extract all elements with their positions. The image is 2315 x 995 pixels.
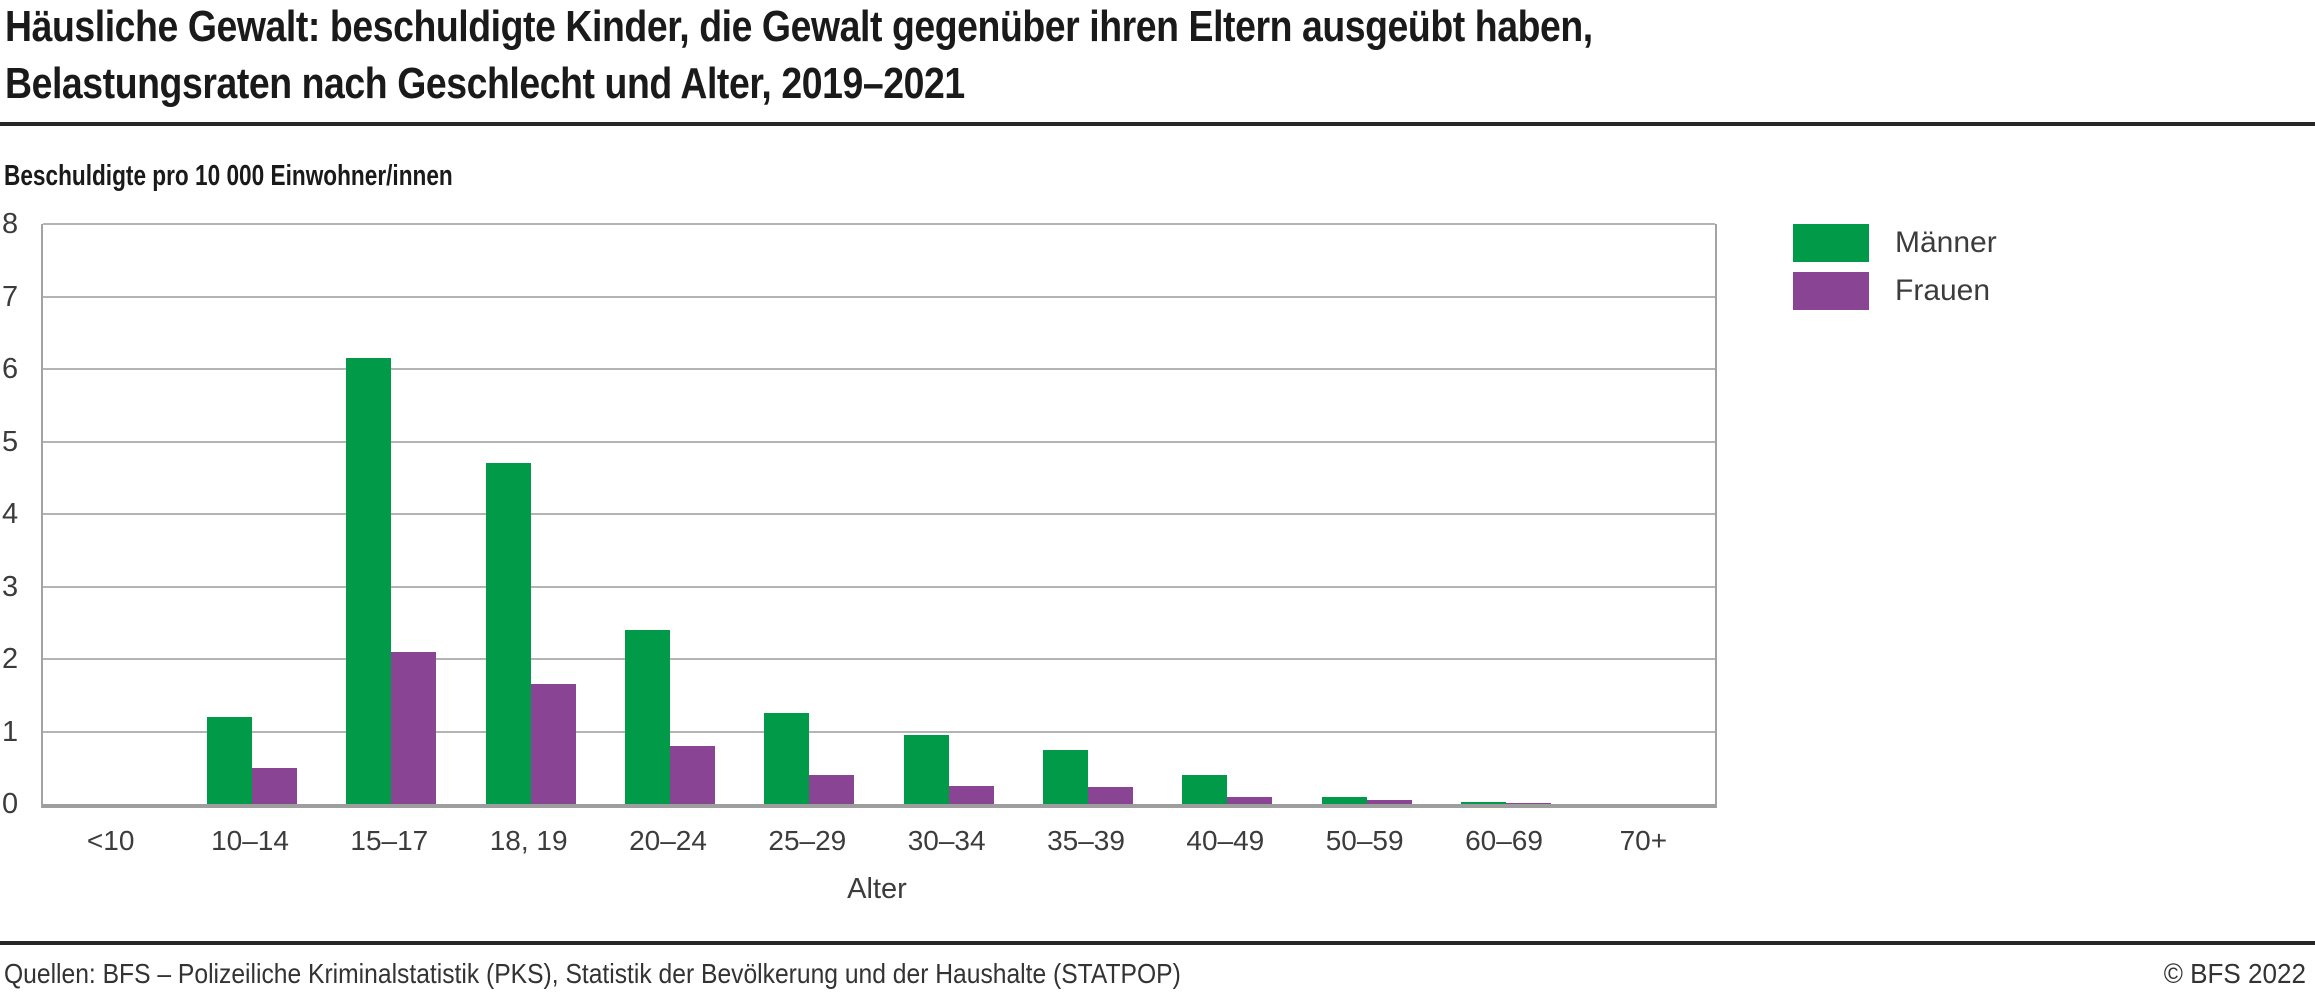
x-axis-title: Alter (847, 873, 907, 905)
page-title-line2: Belastungsraten nach Geschlecht und Alte… (5, 59, 965, 108)
bar-frauen-35–39 (1088, 787, 1133, 804)
x-tick-label-50–59: 50–59 (1325, 825, 1404, 856)
y-tick-label-0: 0 (2, 788, 19, 820)
y-tick-label-8: 8 (2, 208, 19, 240)
x-tick-label-60–69: 60–69 (1465, 825, 1543, 856)
gridline-y-7 (43, 295, 1715, 298)
plot-area (41, 223, 1717, 808)
bar-männer-35–39 (1043, 749, 1088, 804)
x-tick-label-40–49: 40–49 (1186, 825, 1265, 856)
bar-männer-15–17 (346, 358, 392, 804)
gridline-y-6 (43, 368, 1715, 370)
sources-text: Quellen: BFS – Polizeiliche Kriminalstat… (4, 958, 1181, 989)
x-tick-label-25–29: 25–29 (768, 825, 847, 856)
footer-divider-rule (0, 941, 2315, 945)
legend: Männer Frauen (1793, 224, 1997, 320)
y-tick-label-3: 3 (2, 570, 19, 603)
y-tick-label-6: 6 (2, 353, 19, 385)
gridline-y-1 (43, 730, 1715, 733)
gridline-y-5 (43, 440, 1715, 443)
gridline-y-3 (43, 585, 1715, 588)
x-tick-label-10–14: 10–14 (211, 825, 289, 856)
x-tick-label-35–39: 35–39 (1047, 825, 1125, 856)
bar-männer-30–34 (903, 735, 949, 804)
x-tick-label-20–24: 20–24 (629, 825, 707, 856)
bar-männer-18, 19 (485, 463, 531, 804)
page-title: Häusliche Gewalt: beschuldigte Kinder, d… (5, 0, 1593, 112)
y-tick-label-2: 2 (2, 643, 19, 675)
bar-männer-20–24 (625, 630, 670, 804)
page-title-line1: Häusliche Gewalt: beschuldigte Kinder, d… (5, 2, 1593, 51)
bar-männer-10–14 (207, 717, 252, 804)
legend-row-männer: Männer (1793, 224, 1997, 262)
gridline-y-2 (43, 658, 1715, 660)
y-tick-label-7: 7 (2, 280, 19, 313)
bar-frauen-60–69 (1506, 802, 1551, 804)
bar-frauen-18, 19 (530, 684, 576, 804)
x-tick-label-30–34: 30–34 (907, 825, 986, 856)
y-tick-label-1: 1 (2, 715, 19, 748)
bar-männer-60–69 (1461, 801, 1506, 804)
bar-frauen-20–24 (670, 746, 715, 804)
legend-row-frauen: Frauen (1793, 272, 1997, 310)
x-tick-label-18, 19: 18, 19 (489, 825, 568, 856)
bar-frauen-30–34 (948, 785, 994, 804)
bar-männer-25–29 (764, 713, 810, 804)
gridline-y-4 (43, 513, 1715, 515)
bar-frauen-25–29 (809, 775, 855, 804)
copyright-text: © BFS 2022 (2163, 958, 2306, 989)
x-tick-label-70+: 70+ (1619, 825, 1668, 856)
bar-frauen-10–14 (252, 767, 297, 804)
gridline-y-8 (43, 223, 1715, 225)
legend-label-männer: Männer (1895, 226, 1997, 259)
bar-frauen-50–59 (1366, 800, 1412, 804)
bar-frauen-15–17 (391, 651, 437, 804)
x-tick-label-15–17: 15–17 (350, 825, 429, 856)
legend-swatch-männer (1793, 224, 1869, 262)
bar-männer-40–49 (1182, 775, 1228, 804)
legend-swatch-frauen (1793, 272, 1869, 310)
legend-label-frauen: Frauen (1895, 274, 1991, 307)
title-divider-rule (0, 122, 2315, 126)
y-tick-label-5: 5 (2, 425, 19, 458)
bar-männer-50–59 (1321, 796, 1367, 804)
bar-frauen-40–49 (1227, 796, 1273, 804)
y-tick-label-4: 4 (2, 498, 19, 530)
y-axis-unit-label: Beschuldigte pro 10 000 Einwohner/innen (4, 160, 453, 192)
x-tick-label-<10: <10 (86, 825, 135, 856)
